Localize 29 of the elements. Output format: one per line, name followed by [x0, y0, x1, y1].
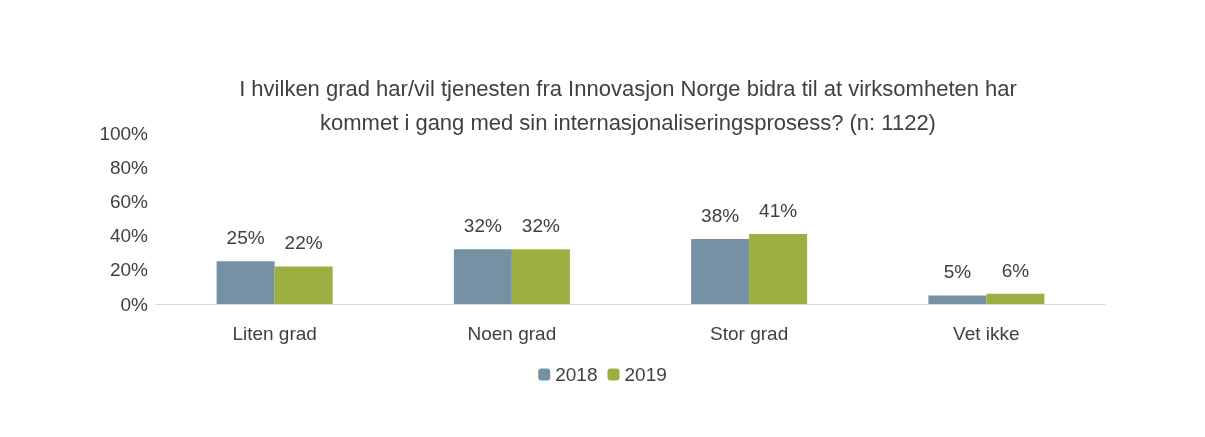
- data-label: 41%: [759, 199, 798, 221]
- x-tick-label: Stor grad: [710, 323, 789, 344]
- data-label: 22%: [284, 232, 323, 254]
- y-tick-label: 40%: [109, 225, 149, 247]
- x-tick-label: Liten grad: [232, 323, 317, 344]
- bar: [749, 233, 808, 304]
- data-label: 32%: [463, 215, 502, 237]
- y-tick-label: 0%: [120, 293, 149, 315]
- data-label: 6%: [1001, 259, 1030, 281]
- bar: [274, 266, 333, 304]
- bar: [691, 239, 750, 304]
- bar: [511, 249, 570, 304]
- legend-label: 2018: [555, 364, 598, 385]
- data-label: 25%: [226, 227, 265, 249]
- bar: [928, 295, 987, 304]
- bar: [216, 261, 275, 304]
- y-tick-label: 100%: [99, 122, 149, 144]
- x-tick-label: Vet ikke: [953, 323, 1020, 344]
- data-label: 32%: [521, 215, 560, 237]
- y-tick-label: 60%: [109, 190, 149, 212]
- y-tick-label: 80%: [109, 156, 149, 178]
- bar: [453, 249, 512, 304]
- chart-title: I hvilken grad har/vil tjenesten fra Innovasjon Norge bidra til at virksomheten har kommet i gang med sin internasjonaliseringsprosess? (n: 1122): [239, 75, 1017, 135]
- bar: [986, 293, 1045, 304]
- data-label: 38%: [701, 205, 740, 227]
- y-tick-label: 20%: [109, 259, 149, 281]
- legend-label: 2019: [624, 364, 667, 385]
- data-label: 5%: [943, 261, 972, 283]
- x-tick-label: Noen grad: [467, 323, 557, 344]
